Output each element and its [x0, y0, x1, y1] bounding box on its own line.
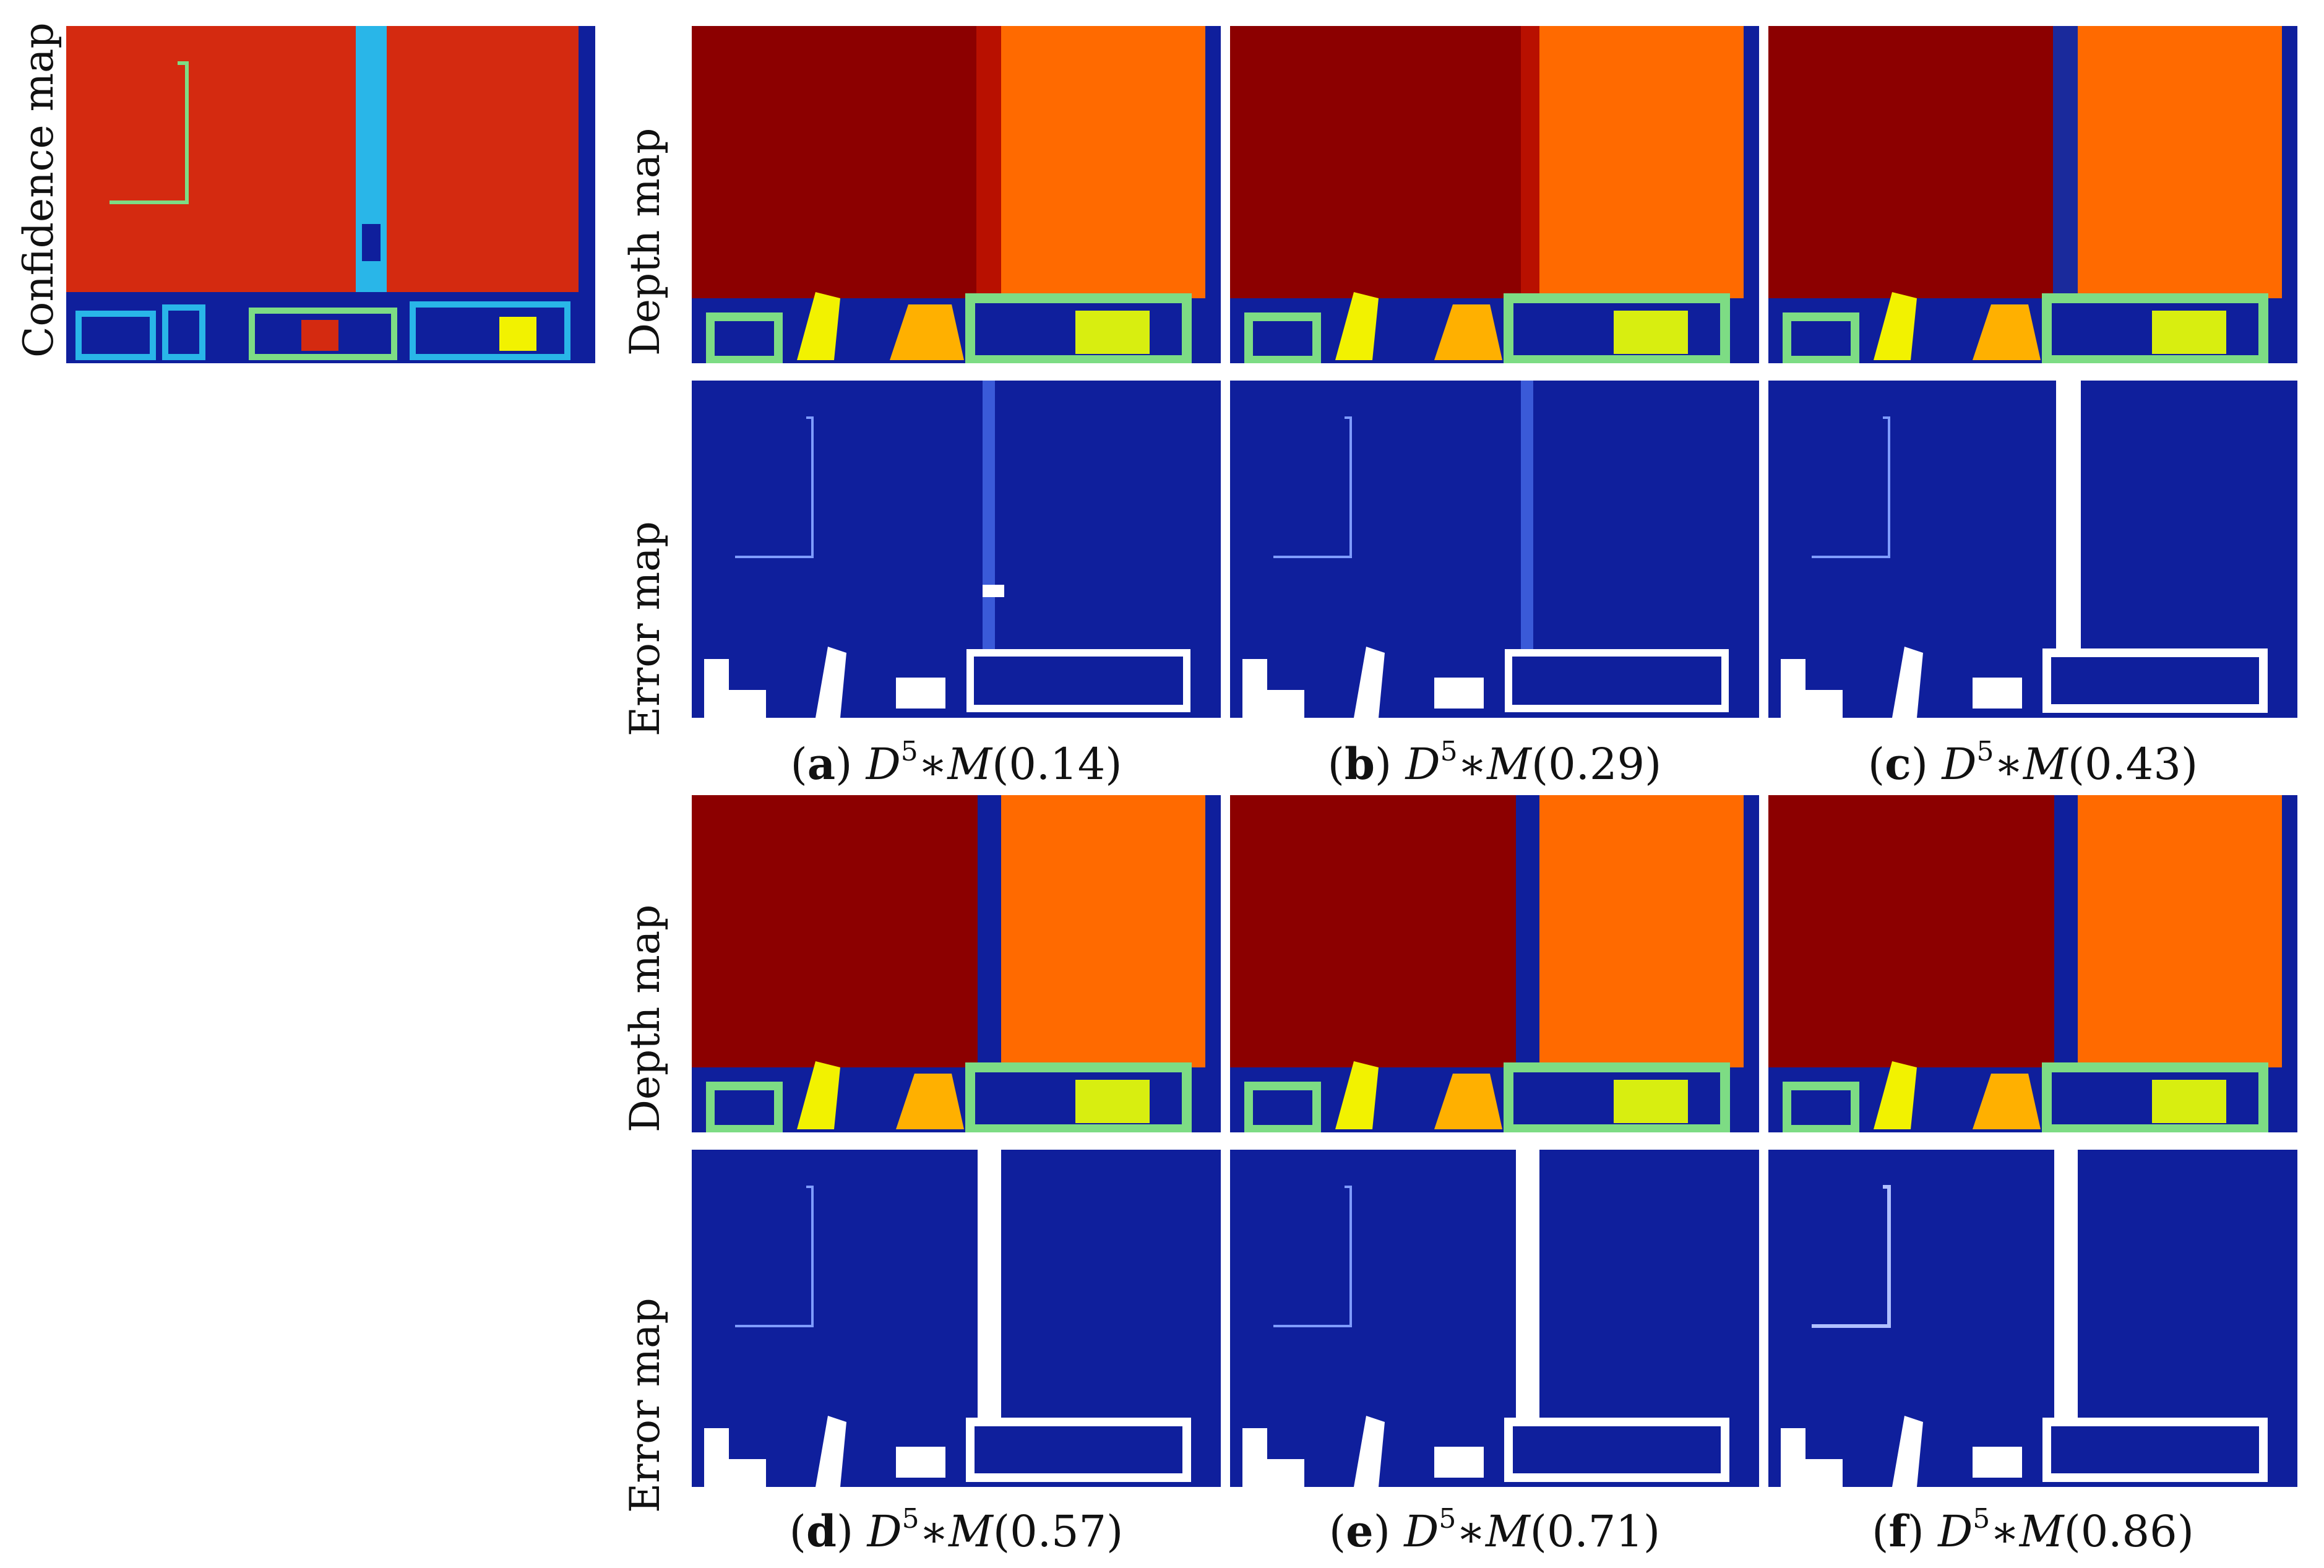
caption-c: (c) D5∗M(0.43)	[1867, 736, 2198, 790]
caption-op: ∗M	[1457, 739, 1531, 790]
caption-d: (d) D5∗M(0.57)	[789, 1503, 1124, 1557]
depth-map-b	[1230, 26, 1759, 363]
error-map-b	[1230, 381, 1759, 718]
caption-op: ∗M	[919, 1506, 993, 1557]
caption-base: D	[1405, 739, 1440, 790]
caption-exp: 5	[1973, 1503, 1990, 1535]
depth-map-label-bottom: Depth map	[621, 904, 669, 1132]
caption-letter: a	[807, 738, 836, 790]
depth-map-c	[1768, 26, 2297, 363]
caption-exp: 5	[1976, 736, 1994, 767]
caption-exp: 5	[900, 736, 918, 767]
caption-base: D	[1404, 1506, 1439, 1557]
caption-base: D	[867, 1506, 902, 1557]
depth-map-d	[692, 795, 1221, 1132]
caption-b: (b) D5∗M(0.29)	[1327, 736, 1662, 790]
caption-letter: d	[806, 1506, 837, 1557]
caption-f: (f) D5∗M(0.86)	[1872, 1503, 2194, 1557]
confidence-map-label: Confidence map	[15, 22, 62, 358]
error-map-e	[1230, 1150, 1759, 1487]
error-map-c	[1768, 381, 2297, 718]
caption-base: D	[1942, 739, 1977, 790]
error-map-label-bottom: Error map	[621, 1298, 669, 1513]
depth-map-label-top: Depth map	[621, 127, 669, 356]
confidence-map-image	[66, 26, 595, 363]
caption-op: ∗M	[1456, 1506, 1530, 1557]
caption-op: ∗M	[918, 739, 992, 790]
caption-letter: c	[1885, 738, 1911, 790]
depth-map-e	[1230, 795, 1759, 1132]
caption-value: (0.43)	[2067, 739, 2198, 790]
caption-op: ∗M	[1990, 1506, 2064, 1557]
caption-exp: 5	[1440, 736, 1458, 767]
caption-value: (0.14)	[992, 739, 1122, 790]
caption-e: (e) D5∗M(0.71)	[1328, 1503, 1661, 1557]
caption-exp: 5	[902, 1503, 919, 1535]
caption-value: (0.57)	[992, 1506, 1124, 1557]
error-map-a	[692, 381, 1221, 718]
caption-op: ∗M	[1994, 739, 2068, 790]
caption-value: (0.29)	[1531, 739, 1662, 790]
caption-value: (0.86)	[2064, 1506, 2194, 1557]
caption-letter: f	[1888, 1506, 1908, 1557]
caption-value: (0.71)	[1530, 1506, 1661, 1557]
error-map-d	[692, 1150, 1221, 1487]
caption-letter: b	[1344, 738, 1375, 790]
depth-map-f	[1768, 795, 2297, 1132]
caption-base: D	[866, 739, 901, 790]
caption-letter: e	[1346, 1506, 1374, 1557]
caption-a: (a) D5∗M(0.14)	[790, 736, 1122, 790]
error-map-f	[1768, 1150, 2297, 1487]
caption-exp: 5	[1439, 1503, 1457, 1535]
depth-map-a	[692, 26, 1221, 363]
caption-base: D	[1938, 1506, 1973, 1557]
error-map-label-top: Error map	[621, 521, 669, 736]
